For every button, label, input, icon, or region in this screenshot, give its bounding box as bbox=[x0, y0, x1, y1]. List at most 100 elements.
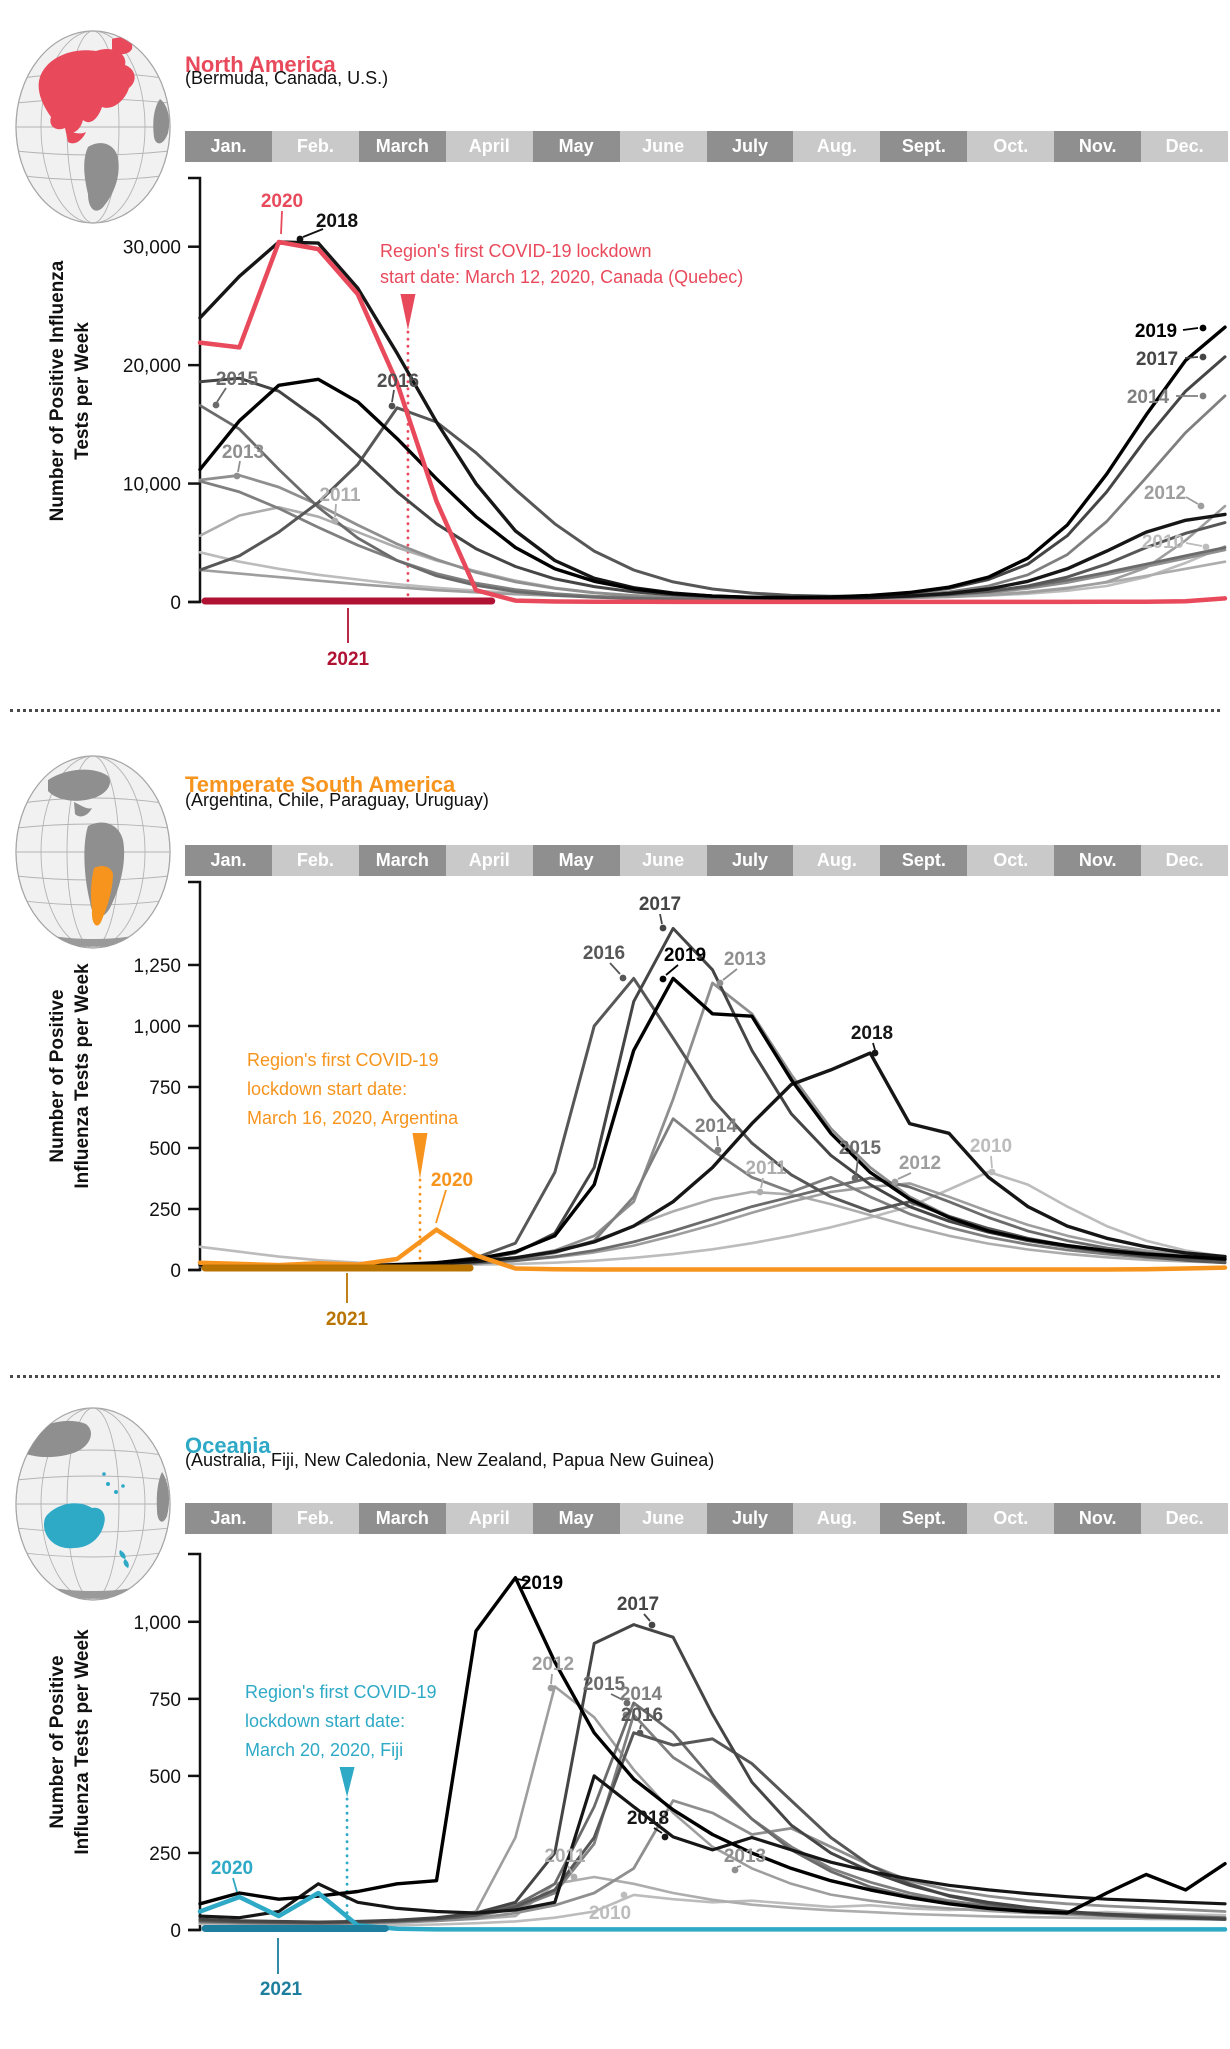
year-label-leader bbox=[722, 968, 738, 981]
section-divider bbox=[10, 709, 1220, 712]
month-cell-nov: Nov. bbox=[1054, 131, 1142, 162]
month-cell-july: July bbox=[706, 131, 794, 162]
year-label-dot bbox=[1199, 392, 1207, 400]
year-label-leader bbox=[1185, 496, 1199, 505]
chart-north-america: 0 10,000 20,000 30,000 2020 2018 2015 2013 2016 2… bbox=[123, 176, 1228, 670]
month-cell-dec: Dec. bbox=[1141, 131, 1229, 162]
series-2020 bbox=[197, 1227, 1228, 1272]
month-cell-oct: Oct. bbox=[967, 1503, 1055, 1534]
year-label-2011: 2011 bbox=[745, 1158, 787, 1179]
panel-north-america: 0 10,000 20,000 30,000 2020 2018 2015 2013 2016 2… bbox=[0, 0, 1230, 712]
month-cell-aug: Aug. bbox=[793, 131, 881, 162]
year-label-2011: 2011 bbox=[319, 485, 361, 506]
year-label-2015: 2015 bbox=[839, 1138, 882, 1159]
series-2020 bbox=[197, 239, 1228, 605]
year-label-leader bbox=[659, 913, 663, 925]
panel-oceania: 0 250 500 750 1,000 2019 2017 2012 2015 2014 2016 2… bbox=[0, 1374, 1230, 2049]
y-axis bbox=[188, 1552, 202, 1932]
year-label-2017: 2017 bbox=[617, 1594, 659, 1615]
panel-temperate-south-america: 0 250 500 750 1,000 1,250 2017 2016 2019 2013 2018… bbox=[0, 712, 1230, 1374]
series-2019 bbox=[198, 1575, 1227, 1915]
year-label-leader bbox=[334, 503, 337, 518]
y-tick-label: 1,000 bbox=[133, 1613, 181, 1634]
y-axis-label: Number of Positive Influenza Tests per W… bbox=[45, 166, 95, 616]
month-cell-jan: Jan. bbox=[185, 1503, 272, 1534]
year-label-2018: 2018 bbox=[627, 1808, 669, 1829]
year-label-leader bbox=[653, 1827, 663, 1834]
year-label-leader bbox=[665, 964, 679, 976]
year-label-2012: 2012 bbox=[532, 1654, 574, 1675]
year-label-dot bbox=[623, 1699, 631, 1707]
year-label-dot bbox=[851, 1174, 859, 1182]
month-cell-april: April bbox=[445, 1503, 533, 1534]
year-label-2018: 2018 bbox=[851, 1023, 893, 1044]
month-cell-march: March bbox=[358, 131, 446, 162]
year-label-2017: 2017 bbox=[1136, 349, 1178, 370]
year-label-leader bbox=[872, 1042, 876, 1051]
y-axis-label-line2: Influenza Tests per Week bbox=[72, 963, 93, 1189]
month-cell-nov: Nov. bbox=[1054, 1503, 1142, 1534]
year-label-2013: 2013 bbox=[724, 1846, 766, 1867]
year-label-dot bbox=[648, 1621, 656, 1629]
year-label-dot bbox=[547, 1684, 555, 1692]
month-cell-june: June bbox=[619, 1503, 707, 1534]
lockdown-note-line3: March 16, 2020, Argentina bbox=[247, 1108, 459, 1128]
year-label-leader bbox=[1182, 327, 1199, 331]
year-label-dot bbox=[388, 402, 396, 410]
year-label-dot bbox=[296, 235, 304, 243]
year-label-dot bbox=[731, 1866, 739, 1874]
year-label-2015: 2015 bbox=[583, 1674, 626, 1695]
month-cell-may: May bbox=[532, 845, 620, 876]
year-label-leader bbox=[1185, 542, 1203, 547]
y-tick-label: 0 bbox=[170, 593, 181, 614]
year-label-dot bbox=[659, 924, 667, 932]
year-label-leader bbox=[237, 460, 241, 473]
month-cell-july: July bbox=[706, 845, 794, 876]
lockdown-note: Region's first COVID-19 lockdown start d… bbox=[380, 238, 743, 290]
year-label-2019: 2019 bbox=[664, 945, 706, 966]
chart-temperate-south-america: 0 250 500 750 1,000 1,250 2017 2016 2019 2013 2018… bbox=[133, 880, 1228, 1330]
year-label-2020: 2020 bbox=[261, 191, 303, 212]
month-cell-aug: Aug. bbox=[793, 1503, 881, 1534]
year-label-dot bbox=[1202, 543, 1210, 551]
y-tick-label: 1,250 bbox=[133, 956, 181, 977]
section-divider bbox=[10, 1375, 1220, 1378]
year-label-leader bbox=[1184, 356, 1199, 359]
y-tick-label: 750 bbox=[149, 1690, 181, 1711]
year-label-dot bbox=[622, 1711, 630, 1719]
series-2017 bbox=[198, 1623, 1227, 1924]
year-label-2010: 2010 bbox=[589, 1903, 631, 1924]
lockdown-arrow-icon bbox=[400, 294, 416, 330]
month-cell-april: April bbox=[445, 845, 533, 876]
panel-title: Temperate South America bbox=[185, 772, 456, 798]
series-2017 bbox=[198, 355, 1227, 599]
series-2016 bbox=[198, 406, 1227, 598]
month-cell-oct: Oct. bbox=[967, 131, 1055, 162]
series-2015 bbox=[198, 403, 1227, 601]
year-label-2016: 2016 bbox=[621, 1705, 663, 1726]
year-label-2021: 2021 bbox=[260, 1979, 303, 2000]
series-2010 bbox=[198, 544, 1227, 600]
month-cell-may: May bbox=[532, 1503, 620, 1534]
panel-title: North America bbox=[185, 52, 336, 78]
year-label-2013: 2013 bbox=[724, 949, 766, 970]
year-label-leader bbox=[639, 1724, 642, 1730]
month-cell-july: July bbox=[706, 1503, 794, 1534]
year-label-leader bbox=[302, 228, 324, 238]
panel-subtitle: (Bermuda, Canada, U.S.) bbox=[185, 68, 389, 88]
lockdown-note-line1: Region's first COVID-19 bbox=[245, 1682, 437, 1702]
y-tick-label: 0 bbox=[170, 1261, 181, 1282]
panel-subtitle: (Australia, Fiji, New Caledonia, New Zea… bbox=[185, 1450, 715, 1470]
series-2019 bbox=[198, 325, 1227, 600]
year-label-2017: 2017 bbox=[639, 894, 681, 915]
month-cell-dec: Dec. bbox=[1141, 1503, 1229, 1534]
year-label-dot bbox=[620, 1891, 628, 1899]
year-label-2015: 2015 bbox=[216, 369, 259, 390]
year-label-2019: 2019 bbox=[1135, 321, 1177, 342]
y-tick-label: 20,000 bbox=[123, 356, 181, 377]
year-label-2012: 2012 bbox=[1144, 483, 1186, 504]
y-tick-label: 500 bbox=[149, 1767, 181, 1788]
year-label-dot bbox=[659, 975, 667, 983]
year-label-leader bbox=[216, 387, 227, 403]
